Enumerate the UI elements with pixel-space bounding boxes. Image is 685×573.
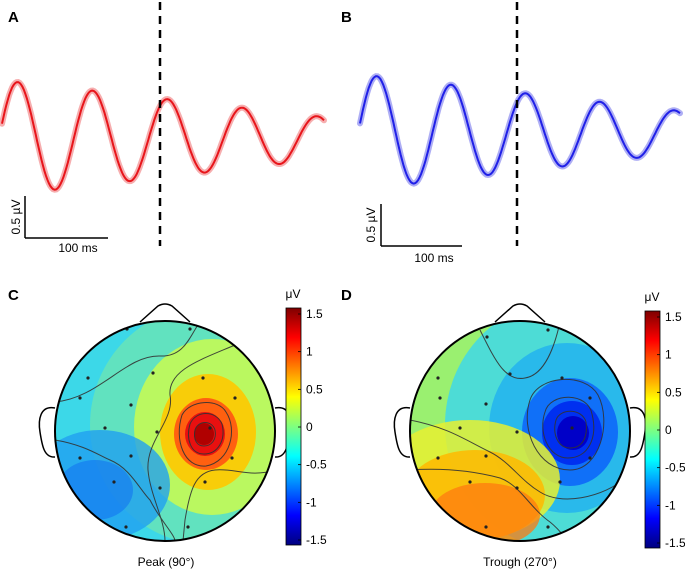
- erp-trace-b: [359, 75, 681, 185]
- colorbar-ticks-c: 1.5 1 0.5 0 -0.5 -1 -1.5: [298, 307, 327, 547]
- colorbar-tick-label: 0: [306, 420, 313, 434]
- scale-x-label-b: 100 ms: [414, 251, 453, 265]
- confidence-band-b: [357, 73, 683, 187]
- panel-label-a: A: [8, 9, 19, 26]
- colorbar-tick-label: -1.5: [665, 536, 685, 550]
- colorbar-unit-d: μV: [645, 290, 660, 304]
- nose-icon: [139, 303, 191, 323]
- colorbar-tick-label: 1.5: [665, 310, 682, 324]
- caption-d: Trough (270°): [483, 555, 557, 569]
- nose-icon: [494, 303, 546, 323]
- colorbar-tick-label: 0.5: [306, 382, 323, 396]
- caption-c: Peak (90°): [138, 555, 195, 569]
- colorbar-tick-label: 1: [306, 345, 313, 359]
- scale-x-label-a: 100 ms: [58, 241, 97, 255]
- panel-label-d: D: [341, 287, 352, 304]
- scale-bar-b: [380, 204, 462, 247]
- colorbar-tick-label: 0: [665, 423, 672, 437]
- scale-bar-a: [24, 196, 108, 239]
- panel-label-c: C: [8, 287, 19, 304]
- colorbar-ticks-d: 1.5 1 0.5 0 -0.5 -1 -1.5: [657, 310, 685, 550]
- left-ear-icon: [393, 406, 411, 458]
- head-outline-d: [409, 320, 631, 542]
- colorbar-tick-label: -1.5: [306, 533, 327, 547]
- colorbar-tick-label: -1: [665, 498, 676, 512]
- colorbar-tick-label: 1: [665, 348, 672, 362]
- scale-y-label-a: 0.5 µV: [9, 200, 23, 235]
- colorbar-c: [285, 307, 302, 546]
- panel-a: A 0.5 µV 100 ms: [0, 2, 327, 255]
- panel-d: D: [341, 287, 685, 569]
- scale-y-label-b: 0.5 µV: [364, 208, 378, 243]
- panel-c: C: [8, 287, 327, 569]
- panel-label-b: B: [341, 9, 352, 26]
- right-ear-icon: [629, 406, 647, 458]
- panel-b: B 0.5 µV 100 ms: [341, 2, 683, 265]
- confidence-band-a: [0, 79, 327, 193]
- left-ear-icon: [38, 406, 56, 458]
- colorbar-d: [644, 310, 661, 549]
- head-outline-c: [54, 320, 276, 542]
- erp-trace-a: [1, 81, 325, 191]
- colorbar-tick-label: 1.5: [306, 307, 323, 321]
- colorbar-tick-label: -1: [306, 495, 317, 509]
- colorbar-unit-c: μV: [286, 287, 301, 301]
- colorbar-tick-label: -0.5: [306, 458, 327, 472]
- colorbar-tick-label: 0.5: [665, 385, 682, 399]
- colorbar-tick-label: -0.5: [665, 461, 685, 475]
